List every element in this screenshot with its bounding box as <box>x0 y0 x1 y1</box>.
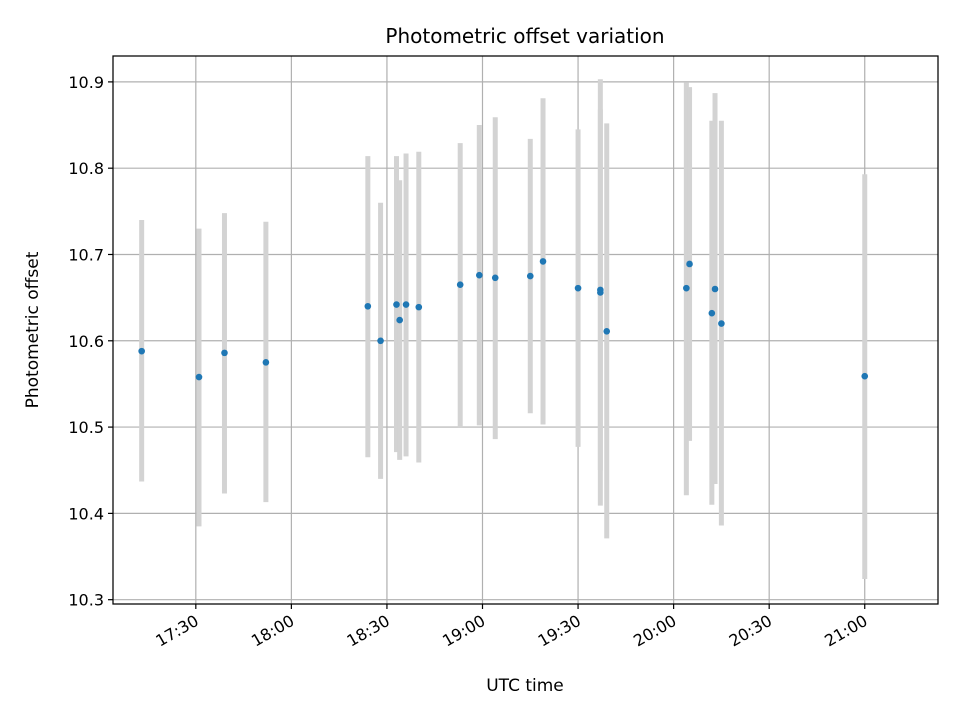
y-tick-label: 10.3 <box>68 591 104 610</box>
x-axis-label: UTC time <box>486 676 564 696</box>
data-point <box>603 327 611 335</box>
data-point <box>491 274 499 282</box>
y-axis-ticks: 10.3 10.4 10.5 10.6 10.7 10.8 10.9 <box>68 73 113 610</box>
data-point <box>456 281 464 288</box>
y-tick-label: 10.9 <box>68 73 104 92</box>
data-point <box>221 349 228 357</box>
data-point <box>539 258 547 265</box>
data-point <box>597 289 604 296</box>
data-point <box>377 337 384 345</box>
y-tick-label: 10.4 <box>68 504 104 523</box>
y-tick-label: 10.6 <box>68 332 104 351</box>
data-point <box>861 372 869 380</box>
data-point <box>195 373 203 381</box>
data-point <box>262 359 270 366</box>
grid <box>113 56 938 604</box>
plot-frame <box>112 55 939 605</box>
data-points <box>138 258 869 381</box>
data-point <box>396 316 403 324</box>
data-point <box>415 303 423 311</box>
data-point <box>138 347 145 355</box>
data-point <box>708 309 716 317</box>
data-point <box>526 272 534 280</box>
y-tick-label: 10.8 <box>68 159 104 178</box>
data-point <box>364 302 372 310</box>
data-point <box>711 285 719 293</box>
data-point <box>683 284 690 292</box>
data-point <box>686 260 693 268</box>
data-point <box>718 320 725 327</box>
y-tick-label: 10.5 <box>68 418 104 437</box>
data-point <box>574 284 582 292</box>
data-point <box>476 271 483 279</box>
y-axis-label: Photometric offset <box>23 251 43 408</box>
y-tick-label: 10.7 <box>68 245 104 264</box>
data-point <box>393 301 400 308</box>
chart-title: Photometric offset variation <box>385 24 664 48</box>
data-point <box>402 301 410 308</box>
